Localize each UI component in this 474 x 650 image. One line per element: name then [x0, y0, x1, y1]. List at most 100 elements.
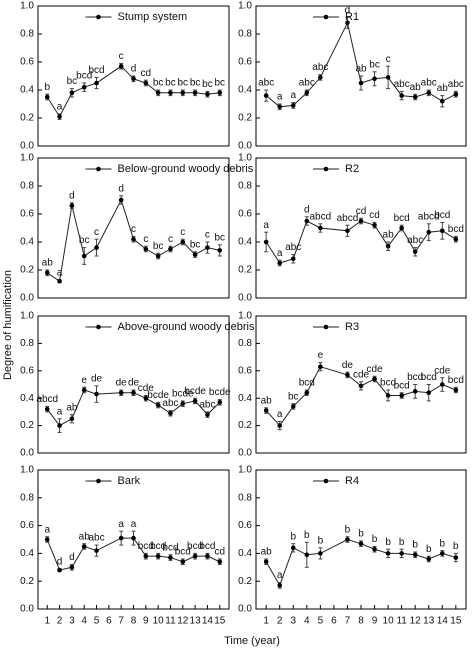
point	[69, 90, 75, 96]
annotation: abc	[299, 78, 315, 89]
legend-marker	[96, 324, 101, 330]
annotation: bcd	[175, 547, 191, 558]
annotation: abc	[421, 78, 437, 89]
point	[318, 551, 323, 556]
y-tick-label: 1.0	[20, 465, 34, 476]
annotation: abcd	[337, 213, 359, 224]
annotation: abc	[258, 78, 274, 89]
x-tick-label: 5	[94, 616, 100, 627]
legend-label: R1	[345, 11, 359, 23]
y-tick-label: 0.8	[238, 338, 252, 349]
annotation: b	[345, 524, 351, 535]
point	[290, 103, 296, 108]
x-tick-label: 3	[69, 616, 75, 627]
point	[426, 390, 432, 396]
annotation: bcd	[150, 541, 166, 552]
point	[385, 243, 391, 249]
point	[57, 278, 62, 284]
y-tick-label: 0.2	[238, 576, 252, 587]
x-tick-label: 6	[331, 616, 337, 627]
annotation: a	[57, 267, 63, 278]
y-tick-label: 0.6	[238, 520, 252, 531]
annotation: a	[118, 519, 124, 530]
x-tick-label: 3	[290, 616, 296, 627]
y-tick-label: 0.8	[20, 29, 34, 40]
annotation: abcd	[36, 394, 58, 405]
annotation: abcd	[418, 211, 440, 222]
annotation: d	[69, 190, 75, 201]
legend-marker	[96, 166, 101, 172]
y-tick-label: 1.0	[238, 153, 252, 164]
annotation: bc	[165, 78, 176, 89]
point	[426, 229, 432, 235]
point	[57, 423, 62, 428]
y-tick-label: 0.0	[20, 448, 34, 459]
y-tick-label: 0.6	[238, 209, 252, 220]
point	[94, 80, 99, 86]
legend-label: Stump system	[118, 11, 188, 23]
point	[118, 197, 124, 203]
point	[180, 559, 186, 565]
point	[399, 225, 404, 231]
annotation: a	[290, 90, 296, 101]
point	[143, 553, 149, 559]
point	[290, 404, 296, 409]
annotation: abc	[448, 79, 464, 90]
x-axis-label: Time (year)	[224, 635, 280, 647]
legend-label: R3	[345, 321, 359, 333]
plot-frame	[37, 5, 230, 147]
point	[94, 548, 99, 553]
annotation: bc	[288, 391, 299, 402]
x-tick-label: 10	[383, 616, 395, 627]
annotation: bcd	[299, 378, 315, 389]
legend-marker	[96, 478, 101, 484]
y-tick-label: 0.2	[238, 113, 252, 124]
point	[385, 551, 391, 556]
point	[372, 546, 377, 552]
annotation: abc	[285, 242, 301, 253]
y-tick-label: 0.0	[238, 604, 252, 615]
annotation: abc	[199, 400, 215, 411]
point	[426, 556, 432, 562]
point	[304, 552, 310, 558]
x-tick-label: 7	[118, 616, 124, 627]
point	[217, 400, 223, 405]
annotation: bcde	[147, 390, 169, 401]
point	[57, 114, 62, 119]
y-tick-label: 0.0	[20, 141, 34, 152]
annotation: a	[277, 248, 283, 259]
point	[358, 541, 364, 546]
y-tick-label: 0.6	[20, 57, 34, 68]
point	[345, 372, 350, 378]
annotation: b	[385, 537, 391, 548]
point	[69, 565, 75, 570]
point	[69, 416, 75, 422]
point	[318, 225, 323, 231]
point	[143, 246, 149, 252]
annotation: d	[304, 204, 310, 215]
point	[192, 553, 198, 559]
annotation: d	[345, 5, 351, 16]
point	[44, 270, 50, 276]
x-tick-label: 11	[165, 616, 176, 627]
annotation: e	[81, 375, 87, 386]
annotation: a	[57, 406, 63, 417]
y-tick-label: 0.2	[20, 265, 34, 276]
annotation: a	[277, 92, 283, 103]
annotation: d	[69, 552, 75, 563]
point	[412, 94, 418, 100]
point	[81, 253, 87, 259]
annotation: de	[128, 378, 140, 389]
point	[358, 218, 364, 224]
point	[143, 395, 149, 401]
annotation: bcd	[138, 541, 154, 552]
series-line	[265, 538, 456, 587]
annotation: a	[277, 409, 283, 420]
legend-label: Bark	[118, 475, 141, 487]
annotation: c	[180, 227, 185, 238]
point	[412, 389, 418, 394]
plot-frame	[255, 157, 467, 299]
point	[155, 402, 161, 408]
legend-marker	[323, 324, 329, 330]
point	[439, 228, 445, 234]
